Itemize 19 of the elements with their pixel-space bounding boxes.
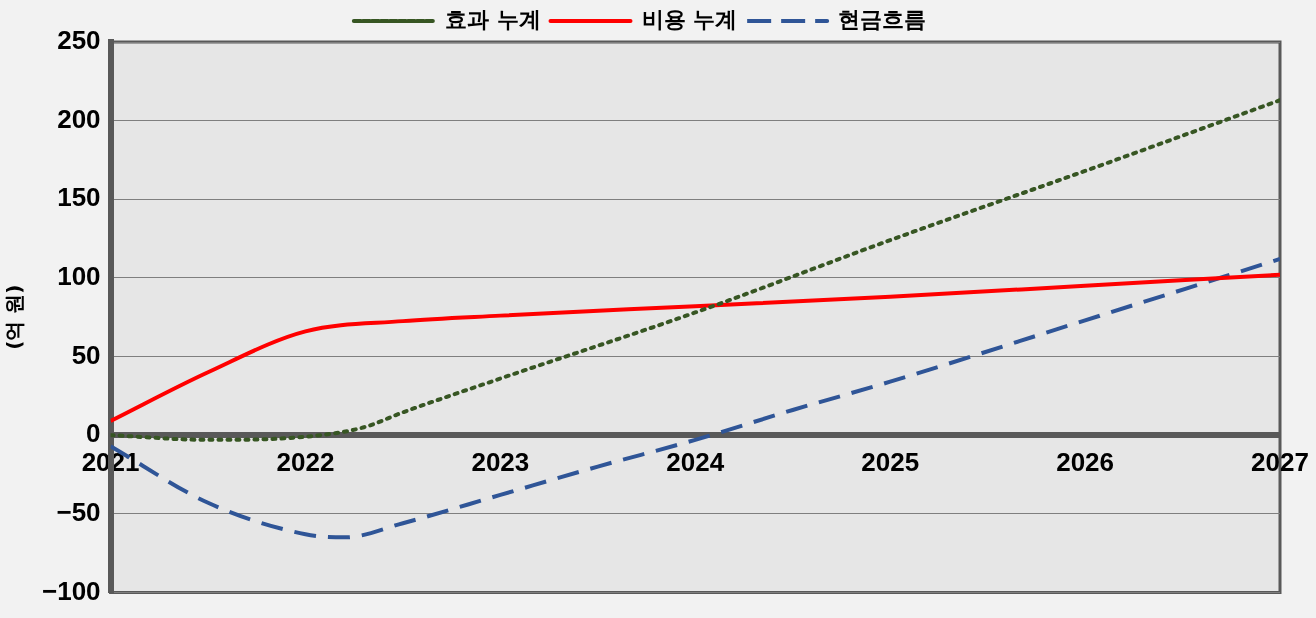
legend-label: 효과 누계	[444, 6, 541, 32]
line-series	[110, 272, 1280, 423]
y-tick-label: 50	[71, 339, 101, 370]
x-tick-label: 2024	[666, 446, 725, 477]
y-tick-label: 150	[57, 182, 101, 213]
y-axis-title: (억 원)	[2, 284, 27, 350]
y-tick-label: −100	[41, 575, 101, 606]
x-tick-label: 2025	[861, 446, 920, 477]
legend-label: 현금흐름	[838, 6, 927, 32]
y-tick-label: 250	[57, 25, 101, 56]
line-series	[110, 98, 1280, 442]
legend-label: 비용 누계	[641, 6, 738, 32]
y-tick-label: −50	[56, 496, 101, 527]
y-tick-label: 100	[57, 261, 101, 292]
y-tick-label: 0	[86, 418, 101, 449]
y-tick-label: 200	[57, 103, 101, 134]
x-tick-label: 2023	[471, 446, 530, 477]
x-tick-label: 2026	[1056, 446, 1115, 477]
x-tick-label: 2022	[276, 446, 335, 477]
